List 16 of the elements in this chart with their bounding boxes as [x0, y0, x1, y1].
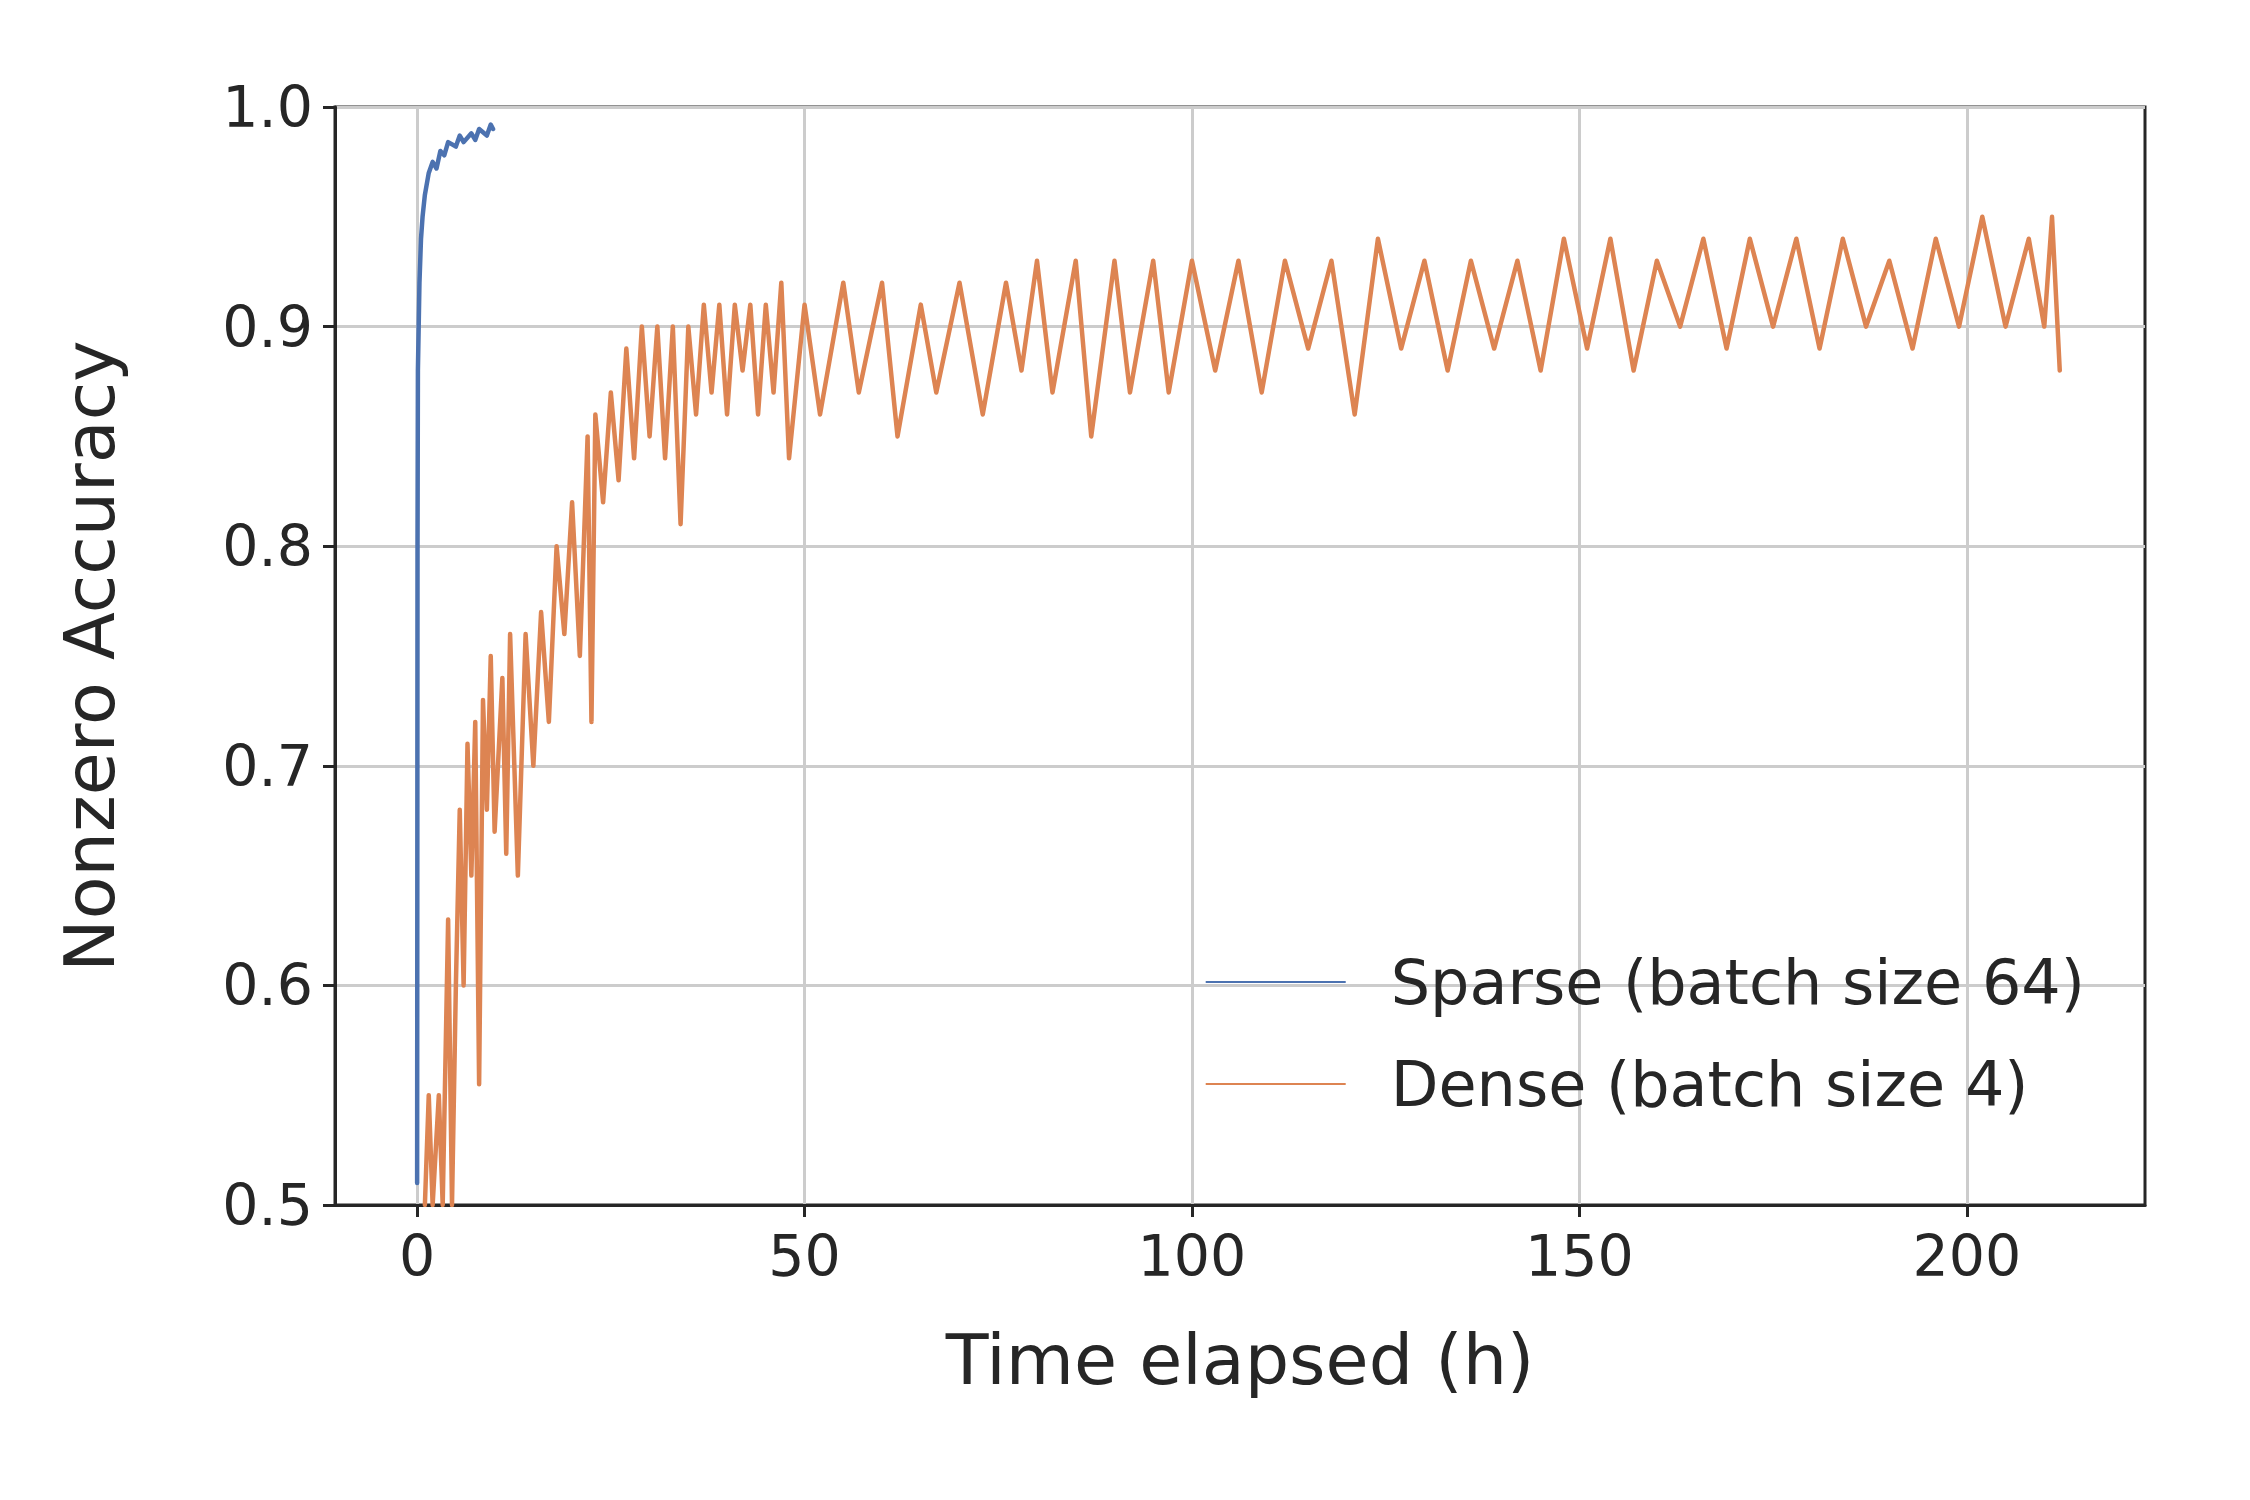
y-tick-label: 0.7	[222, 732, 313, 799]
y-tick-label: 0.5	[222, 1172, 313, 1238]
y-tick-label: 1.0	[222, 74, 313, 140]
y-axis-title: Nonzero Accuracy	[49, 340, 131, 972]
x-tick-label: 150	[1524, 1222, 1634, 1289]
line-series	[414, 122, 496, 1186]
x-tick-label: 100	[1137, 1222, 1247, 1289]
y-tick-label: 0.6	[222, 952, 313, 1019]
y-tick-label: 0.9	[222, 293, 313, 360]
legend-label: Dense (batch size 4)	[1390, 1047, 2029, 1121]
y-tick-label: 0.8	[222, 513, 313, 580]
legend-label: Sparse (batch size 64)	[1390, 945, 2086, 1019]
x-tick-label: 50	[768, 1222, 841, 1289]
x-tick-label: 200	[1912, 1222, 2022, 1289]
x-tick-label: 0	[399, 1222, 436, 1289]
x-axis-title: Time elapsed (h)	[944, 1319, 1535, 1401]
